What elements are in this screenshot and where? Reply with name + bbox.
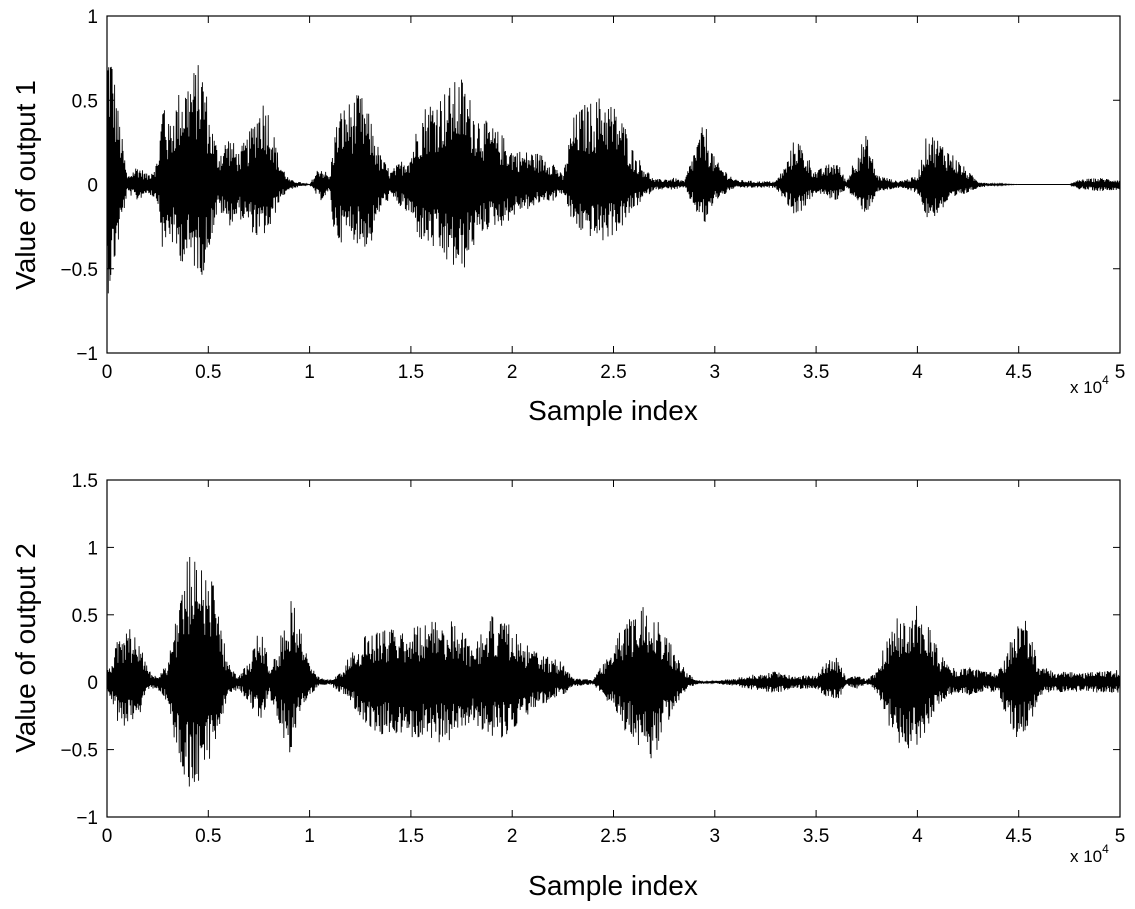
chart-1-y-axis-label: Value of output 1 bbox=[10, 80, 41, 290]
chart-1-x-exponent-power: 4 bbox=[1102, 373, 1109, 387]
chart-2-ticks: 0 0.5 1 1.5 2 2.5 3 3.5 4 4.5 5 −1 −0.5 0 0.5 1 1.5 bbox=[60, 471, 1125, 847]
chart-2-x-tick-label: 1.5 bbox=[398, 826, 424, 847]
chart-2-x-tick-label: 2 bbox=[507, 826, 518, 847]
chart-1-x-tick-label: 2.5 bbox=[600, 362, 626, 383]
chart-2-x-exponent-power: 4 bbox=[1102, 842, 1109, 856]
chart-1-x-tick-label: 4.5 bbox=[1005, 362, 1031, 383]
chart-1-x-exponent-base: x 10 bbox=[1070, 378, 1102, 397]
chart-2-x-tick-label: 4 bbox=[912, 826, 923, 847]
chart-2-x-tick-label: 3.5 bbox=[803, 826, 829, 847]
chart-2-signal bbox=[106, 557, 1121, 787]
chart-2-x-tick-label: 0 bbox=[102, 826, 113, 847]
chart-1-y-tick-label: −1 bbox=[76, 344, 98, 365]
chart-2-x-tick-label: 4.5 bbox=[1005, 826, 1031, 847]
chart-1-x-tick-label: 2 bbox=[507, 362, 518, 383]
chart-1-ticks: 0 0.5 1 1.5 2 2.5 3 3.5 4 4.5 5 −1 −0.5 0 0.5 1 bbox=[60, 7, 1125, 383]
chart-2-plot-area bbox=[107, 480, 1120, 817]
chart-2-signal-line bbox=[106, 557, 1121, 787]
chart-1-x-axis-label: Sample index bbox=[528, 395, 698, 426]
chart-2-y-tick-label: −0.5 bbox=[60, 741, 98, 762]
chart-2-y-tick-label: 1 bbox=[87, 538, 98, 559]
chart-2-x-tick-label: 2.5 bbox=[600, 826, 626, 847]
chart-2-x-tick-label: 5 bbox=[1115, 826, 1126, 847]
chart-2-y-tick-label: 0 bbox=[87, 673, 98, 694]
chart-2-x-tick-label: 0.5 bbox=[195, 826, 221, 847]
chart-1-y-tick-label: 0.5 bbox=[72, 91, 98, 112]
chart-2-y-tick-label: −1 bbox=[76, 808, 98, 829]
chart-2-x-exponent: x 104 bbox=[1070, 842, 1109, 866]
chart-1-x-tick-label: 5 bbox=[1115, 362, 1126, 383]
chart-1-x-tick-label: 3.5 bbox=[803, 362, 829, 383]
chart-1-x-tick-label: 1 bbox=[304, 362, 315, 383]
chart-1-x-tick-label: 3 bbox=[710, 362, 721, 383]
chart-2-y-axis-label: Value of output 2 bbox=[10, 543, 41, 753]
chart-2-x-tick-label: 1 bbox=[304, 826, 315, 847]
chart-2-y-tick-label: 0.5 bbox=[72, 606, 98, 627]
chart-2-x-tick-label: 3 bbox=[710, 826, 721, 847]
chart-1-x-tick-label: 1.5 bbox=[398, 362, 424, 383]
chart-1-signal-line bbox=[106, 65, 1121, 294]
chart-1: 0 0.5 1 1.5 2 2.5 3 3.5 4 4.5 5 −1 −0.5 0 0.5 1 Sample … bbox=[10, 7, 1125, 426]
chart-1-x-tick-label: 0.5 bbox=[195, 362, 221, 383]
chart-1-signal bbox=[106, 65, 1121, 294]
chart-2: 0 0.5 1 1.5 2 2.5 3 3.5 4 4.5 5 −1 −0.5 0 0.5 1 1.5 Samp… bbox=[10, 471, 1125, 901]
chart-2-x-axis-label: Sample index bbox=[528, 870, 698, 901]
chart-1-x-tick-label: 0 bbox=[102, 362, 113, 383]
chart-1-y-tick-label: −0.5 bbox=[60, 260, 98, 281]
chart-2-y-tick-label: 1.5 bbox=[72, 471, 98, 492]
chart-1-y-tick-label: 1 bbox=[87, 7, 98, 28]
chart-1-x-exponent: x 104 bbox=[1070, 373, 1109, 397]
chart-1-y-tick-label: 0 bbox=[87, 176, 98, 197]
chart-1-x-tick-label: 4 bbox=[912, 362, 923, 383]
chart-2-x-exponent-base: x 10 bbox=[1070, 847, 1102, 866]
